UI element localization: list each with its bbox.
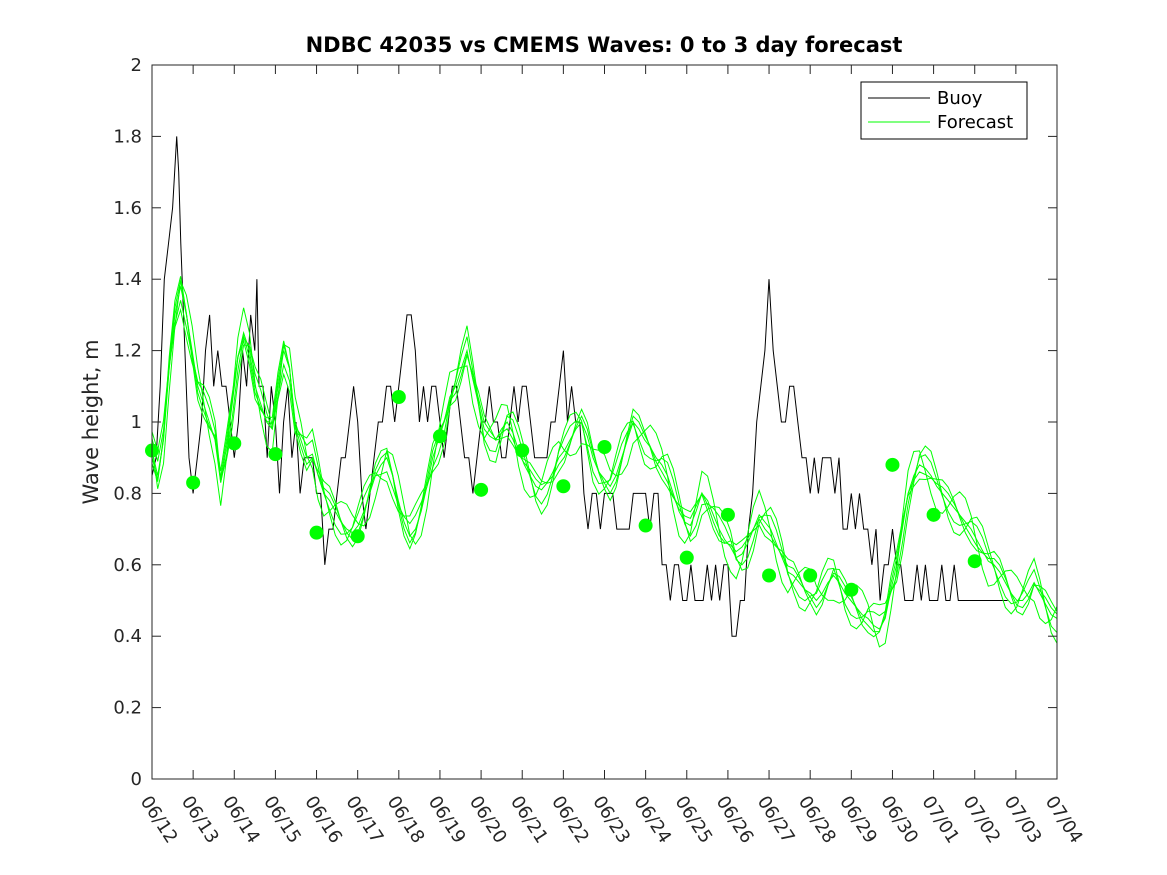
y-tick-label: 0 <box>131 769 142 790</box>
y-tick-label: 2 <box>131 55 142 76</box>
forecast-marker <box>597 439 612 454</box>
forecast-marker <box>720 507 735 522</box>
y-tick-label: 0.2 <box>113 698 142 719</box>
forecast-series-line-4 <box>151 307 1058 644</box>
forecast-series-line-5 <box>151 280 1058 633</box>
legend-buoy-label: Buoy <box>937 88 983 109</box>
forecast-marker <box>474 482 489 497</box>
forecast-marker <box>679 550 694 565</box>
y-tick-label: 1.8 <box>113 126 142 147</box>
y-tick-label: 1.6 <box>113 198 142 219</box>
forecast-marker <box>967 554 982 569</box>
forecast-marker <box>432 429 447 444</box>
forecast-marker <box>268 447 283 462</box>
forecast-marker <box>350 529 365 544</box>
forecast-marker <box>515 443 530 458</box>
forecast-marker <box>638 518 653 533</box>
forecast-marker <box>309 525 324 540</box>
forecast-marker <box>885 457 900 472</box>
forecast-marker <box>803 568 818 583</box>
forecast-marker <box>844 582 859 597</box>
y-tick-label: 1 <box>131 412 142 433</box>
y-tick-label: 1.2 <box>113 341 142 362</box>
forecast-marker <box>556 479 571 494</box>
forecast-marker <box>926 507 941 522</box>
legend-forecast-label: Forecast <box>937 112 1013 133</box>
forecast-marker <box>391 390 406 405</box>
forecast-marker <box>227 436 242 451</box>
y-axis-label: Wave height, m <box>79 339 103 504</box>
y-tick-label: 0.4 <box>113 626 142 647</box>
forecast-marker <box>186 475 201 490</box>
legend: Buoy Forecast <box>860 81 1028 140</box>
y-tick-label: 1.4 <box>113 269 142 290</box>
series-layer <box>145 136 1058 648</box>
y-tick-label: 0.6 <box>113 555 142 576</box>
chart-title: NDBC 42035 vs CMEMS Waves: 0 to 3 day fo… <box>306 33 903 57</box>
forecast-marker <box>762 568 777 583</box>
forecast-series-line-3 <box>151 279 1058 648</box>
y-tick-label: 0.8 <box>113 483 142 504</box>
legend-box <box>860 81 1028 140</box>
